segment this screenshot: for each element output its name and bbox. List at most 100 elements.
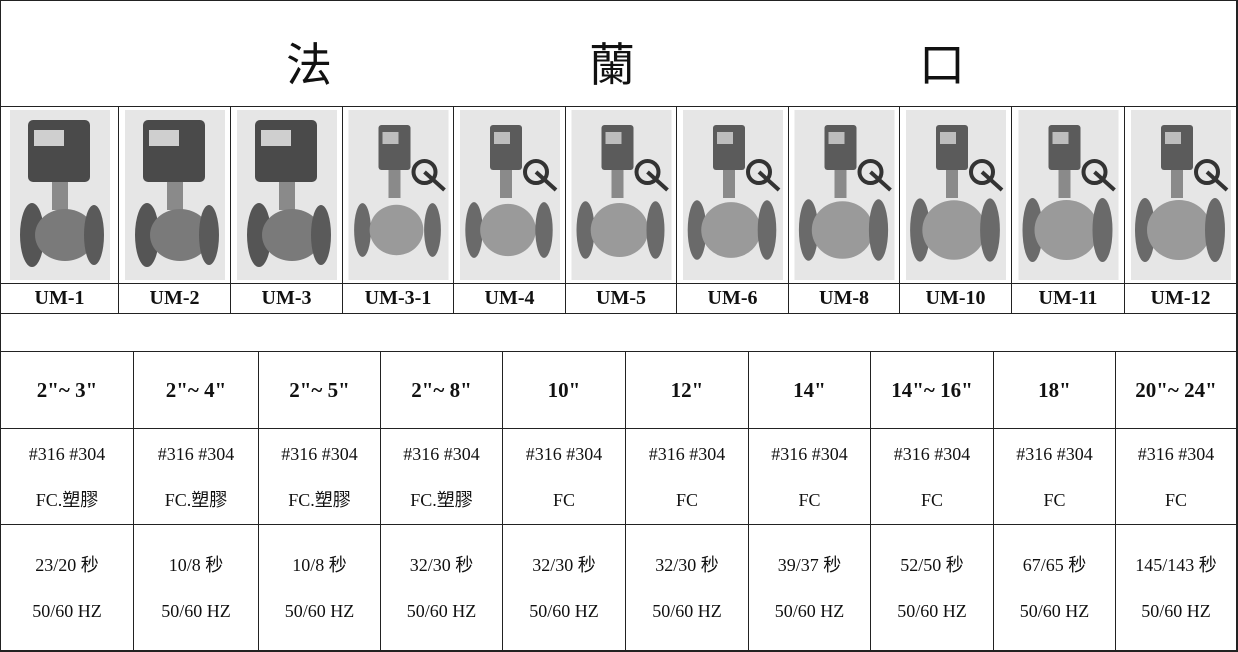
actuator (254, 120, 317, 182)
material-cell: #316 #304 FC.塑膠 (381, 429, 503, 525)
model-cell: UM-3-1 (343, 284, 454, 314)
stem (1170, 170, 1183, 198)
flange (1022, 198, 1042, 262)
flange (798, 199, 818, 261)
valve-body (149, 209, 210, 261)
flange (646, 201, 664, 259)
size-cell: 10" (503, 352, 626, 429)
material-grade: #316 #304 (1137, 443, 1215, 464)
label-plate (493, 132, 510, 144)
label-plate (939, 132, 956, 144)
flange (198, 205, 219, 265)
title-row: 法 蘭 口 (1, 1, 1237, 107)
label-plate (1052, 132, 1068, 144)
handle (1092, 170, 1116, 192)
model-label: UM-10 (925, 287, 986, 309)
valve-body (1034, 200, 1098, 260)
valve-body (34, 209, 95, 261)
rating-cell: 52/50 秒 50/60 HZ (871, 525, 994, 651)
valve-image (348, 110, 448, 280)
size-label: 10" (547, 377, 581, 402)
operating-time: 10/8 秒 (292, 554, 347, 575)
product-photo-cell (789, 107, 900, 284)
rating-cell: 10/8 秒 50/60 HZ (259, 525, 381, 651)
handle (645, 170, 669, 192)
stem (499, 170, 512, 198)
flange (423, 203, 441, 257)
actuator (142, 120, 205, 182)
valve-body (921, 200, 986, 260)
size-label: 14" (793, 377, 826, 402)
model-cell: UM-8 (789, 284, 900, 314)
model-label: UM-5 (596, 287, 646, 309)
size-label: 2"~ 8" (411, 377, 472, 402)
actuator (27, 120, 90, 182)
actuator (824, 125, 856, 170)
body-material: FC (675, 489, 699, 510)
valve-image (9, 110, 110, 280)
model-label: UM-1 (34, 287, 85, 309)
operating-time: 10/8 秒 (168, 554, 224, 575)
material-cell: #316 #304 FC (1116, 429, 1237, 525)
model-label: UM-2 (149, 287, 200, 309)
size-label: 2"~ 3" (36, 377, 98, 402)
valve-body (369, 204, 423, 256)
handwheel (857, 159, 883, 185)
power-frequency: 50/60 HZ (774, 600, 845, 621)
flange (534, 202, 553, 258)
power-frequency: 50/60 HZ (652, 600, 722, 621)
size-cell: 2"~ 8" (381, 352, 503, 429)
label-plate (33, 130, 64, 146)
size-cell: 12" (626, 352, 749, 429)
material-cell: #316 #304 FC (503, 429, 626, 525)
operating-time: 52/50 秒 (900, 554, 964, 575)
model-label: UM-6 (707, 287, 758, 309)
model-cell: UM-3 (231, 284, 343, 314)
body-material: FC.塑膠 (35, 489, 99, 510)
product-photo-cell (343, 107, 454, 284)
label-plate (260, 130, 291, 146)
power-frequency: 50/60 HZ (1141, 600, 1211, 621)
material-grade: #316 #304 (28, 443, 106, 464)
handwheel (634, 159, 660, 185)
stem (51, 182, 68, 210)
product-photo-cell (231, 107, 343, 284)
handwheel (745, 159, 772, 185)
body-material: FC (798, 489, 821, 510)
label-plate (828, 132, 844, 144)
operating-time: 32/30 秒 (532, 554, 596, 575)
flange (757, 200, 776, 260)
stem (945, 170, 958, 198)
model-label: UM-3-1 (364, 287, 432, 309)
product-photo-cell (900, 107, 1012, 284)
label-plate (605, 132, 621, 144)
rating-cell: 67/65 秒 50/60 HZ (994, 525, 1116, 651)
valve-image (236, 110, 337, 280)
valve-image (1130, 110, 1231, 280)
spacer-row (1, 314, 1237, 352)
operating-time: 39/37 秒 (777, 554, 842, 575)
valve-body (590, 203, 648, 257)
title-char: 口 (919, 40, 965, 91)
power-frequency: 50/60 HZ (1019, 600, 1090, 621)
handle (757, 170, 780, 192)
handle (868, 170, 892, 192)
product-photo-cell (1125, 107, 1237, 284)
rating-cell: 23/20 秒 50/60 HZ (1, 525, 134, 651)
material-grade: #316 #304 (771, 443, 848, 464)
flange (134, 203, 159, 267)
size-cell: 2"~ 5" (259, 352, 381, 429)
size-cell: 14"~ 16" (871, 352, 994, 429)
power-frequency: 50/60 HZ (897, 600, 967, 621)
size-label: 20"~ 24" (1135, 377, 1217, 402)
model-cell: UM-5 (566, 284, 677, 314)
valve-image (124, 110, 225, 280)
body-material: FC.塑膠 (164, 489, 228, 510)
valve-body (811, 201, 873, 259)
flange (868, 199, 888, 261)
actuator (601, 125, 633, 170)
stem (278, 182, 295, 210)
flange (246, 203, 271, 267)
material-grade: #316 #304 (1016, 443, 1093, 464)
